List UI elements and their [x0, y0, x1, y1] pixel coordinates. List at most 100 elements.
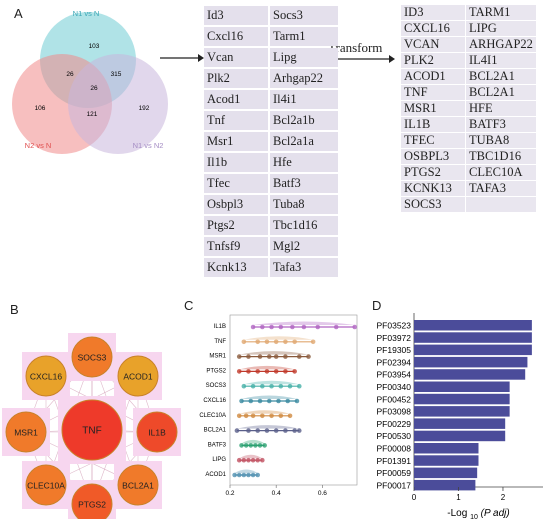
gene-cell: Tfec [204, 174, 268, 193]
bar-label: PF00452 [377, 394, 412, 404]
data-point [248, 398, 254, 404]
ppi-network: SOCS3 ACOD1 IL1B BCL2A1 PTGS2 CLEC10A MSR1 CXCL… [2, 333, 181, 519]
data-point [352, 324, 357, 330]
data-point [278, 383, 284, 389]
data-point [292, 369, 297, 374]
gene-cell: TBC1D16 [466, 149, 536, 164]
network-node-label: PTGS2 [78, 500, 106, 510]
gene-cell: Msr1 [204, 132, 268, 151]
bar [414, 406, 510, 417]
data-point [257, 354, 263, 359]
gene-cell: OSBPL3 [401, 149, 465, 164]
x-tick-label: 0.2 [225, 490, 234, 495]
gene-cell: Il4i1 [270, 90, 338, 109]
plot-frame [229, 314, 358, 486]
category-label: IL1B [214, 324, 226, 330]
gene-cell: Tnfsf9 [204, 237, 268, 256]
density-shape [243, 380, 300, 385]
gene-cell: Osbpl3 [204, 195, 268, 214]
data-point [236, 457, 242, 463]
bar-label: PF00530 [377, 431, 412, 441]
network-node-label: TNF [82, 426, 101, 437]
bar [414, 467, 478, 479]
venn-count-n1-n1n2: 315 [111, 71, 122, 78]
data-point [264, 369, 270, 374]
data-point [296, 354, 302, 359]
bar [414, 344, 532, 356]
data-point [239, 443, 244, 448]
bar [414, 430, 506, 442]
data-point [294, 398, 300, 404]
venn-count-n1-n2: 26 [66, 71, 74, 78]
data-point [246, 457, 251, 463]
data-point [241, 457, 247, 463]
network-node-clec10a [25, 464, 67, 506]
x-tick-label: 0.4 [272, 490, 281, 495]
bar [414, 381, 510, 392]
data-point [292, 428, 297, 433]
gene-cell: BATF3 [466, 117, 536, 132]
gene-cell: Acod1 [204, 90, 268, 109]
data-point [250, 324, 256, 330]
density-shape [241, 395, 297, 399]
data-point [273, 339, 279, 345]
venn-label-n1n2: N1 vs N2 [133, 141, 164, 150]
network-node-label: IL1B [148, 428, 166, 438]
category-label: CXCL16 [203, 398, 226, 404]
gene-cell: Mgl2 [270, 237, 338, 256]
gene-cell: Plk2 [204, 69, 268, 88]
data-point [243, 443, 249, 448]
data-point [257, 443, 263, 448]
bar-label: PF19305 [377, 345, 412, 355]
network-node-il1b [136, 411, 178, 453]
gene-cell: TUBA8 [466, 133, 536, 148]
data-point [236, 354, 242, 359]
bar-label: PF03972 [377, 333, 412, 343]
chart-c: IL1B TNF MSR1 PTGS2 SOCS3 CXCL16 CLEC10A BCL2A1… [199, 314, 358, 495]
gene-cell: BCL2A1 [466, 85, 536, 100]
data-point [287, 383, 293, 389]
venn-count-n2-only: 106 [35, 105, 46, 112]
gene-cell: LIPG [466, 21, 536, 36]
chart-d: PF03523 PF03972 PF19305 PF02394 PF03954 PF003… [377, 313, 543, 519]
data-point [264, 339, 270, 345]
category-label: CLEC10A [199, 413, 226, 419]
x-tick-label: 0 [412, 493, 417, 502]
bar [414, 320, 532, 331]
data-point [260, 324, 265, 330]
network-node-msr1 [5, 411, 47, 453]
bar-label: PF00340 [377, 382, 412, 392]
data-point [260, 383, 265, 389]
data-point [269, 324, 274, 330]
data-point [269, 413, 274, 419]
bar [414, 393, 510, 405]
data-point [262, 443, 267, 448]
gene-cell: Tbc1d16 [270, 216, 338, 235]
data-point [310, 339, 316, 345]
data-point [236, 369, 242, 374]
venn-count-all: 26 [90, 85, 98, 92]
data-point [269, 383, 274, 389]
data-point [266, 354, 272, 359]
data-point [285, 398, 291, 404]
gene-cell: Id3 [204, 6, 268, 25]
data-point [315, 324, 321, 330]
gene-cell: ID3 [401, 5, 465, 20]
x-tick-label: 2 [501, 493, 506, 502]
venn-count-n2-n1n2: 121 [87, 111, 98, 118]
category-label: TNF [214, 339, 226, 345]
gene-cell: MSR1 [401, 101, 465, 116]
data-point [283, 354, 288, 359]
category-label: PTGS2 [206, 368, 226, 374]
data-point [287, 413, 293, 419]
density-shape [241, 439, 265, 444]
arrow-icon [160, 54, 204, 62]
venn-count-n1-only: 103 [89, 43, 100, 50]
data-point [250, 383, 256, 389]
data-point [246, 472, 251, 478]
venn-count-n1n2-only: 192 [139, 105, 150, 112]
data-point [266, 398, 272, 404]
density-shape [253, 321, 355, 325]
network-node-cxcl16 [25, 355, 67, 397]
data-point [248, 443, 254, 448]
